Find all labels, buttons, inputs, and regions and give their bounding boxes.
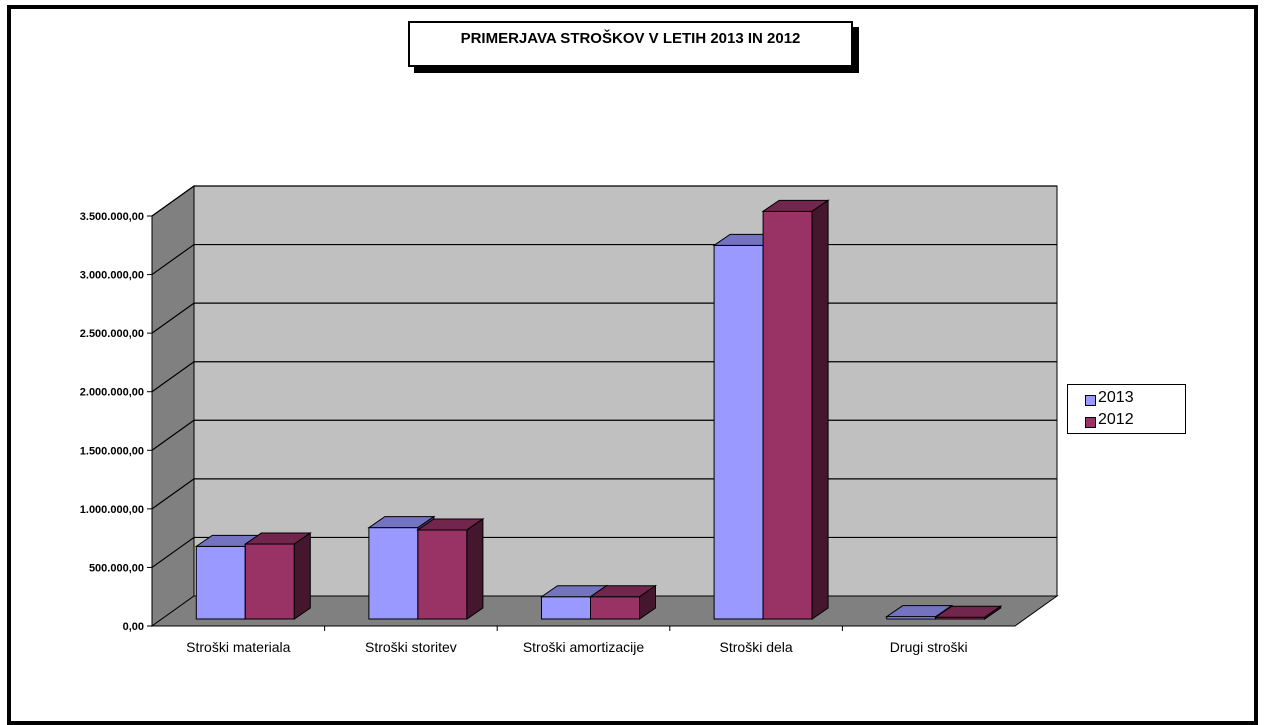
x-tick-label: Stroški dela	[720, 639, 793, 655]
y-tick-label: 0,00	[123, 621, 144, 633]
bar-2012-4	[934, 605, 1003, 620]
y-tick-label: 2.000.000,00	[80, 387, 144, 399]
y-axis-ticks: 0,00 500.000,00 1.000.000,00 1.500.000,00 2.…	[80, 211, 1015, 633]
x-tick-label: Stroški amortizacije	[523, 639, 645, 655]
legend-label-2012: 2012	[1098, 411, 1134, 428]
y-tick-label: 500.000,00	[89, 562, 144, 574]
bar-side	[466, 518, 484, 620]
back-wall	[193, 185, 1058, 597]
bar-side	[984, 605, 1002, 620]
bar-side	[811, 199, 829, 620]
bar-front	[368, 527, 419, 620]
bars	[194, 199, 1003, 620]
bar-side	[639, 584, 656, 620]
bar-front	[417, 529, 468, 620]
bar-front	[195, 545, 246, 620]
chart-title: PRIMERJAVA STROŠKOV V LETIH 2013 IN 2012	[460, 30, 801, 47]
y-tick-label: 1.000.000,00	[80, 504, 144, 516]
bar-side	[293, 532, 311, 620]
bar-2012-2	[588, 584, 658, 620]
gridline	[151, 185, 1057, 217]
x-tick-label: Stroški materiala	[186, 639, 290, 655]
x-axis-ticks: Stroški materiala Stroški storitev Stroški…	[186, 626, 968, 655]
bar-front	[762, 210, 813, 620]
x-tick-label: Stroški storitev	[365, 639, 457, 655]
bar-2012-1	[416, 518, 485, 620]
y-tick-label: 3.000.000,00	[80, 270, 144, 282]
bar-front	[541, 596, 591, 620]
side-wall	[151, 185, 195, 627]
chart-title-box: PRIMERJAVA STROŠKOV V LETIH 2013 IN 2012	[408, 21, 853, 67]
legend-label-2013: 2013	[1098, 389, 1134, 406]
legend: 2013 2012	[1067, 384, 1186, 434]
bar-2012-0	[243, 532, 312, 620]
y-tick-label: 1.500.000,00	[80, 445, 144, 457]
bar-front	[244, 543, 295, 620]
x-tick-label: Drugi stroški	[890, 639, 968, 655]
y-tick-label: 3.500.000,00	[80, 211, 144, 223]
bar-front	[590, 596, 640, 620]
legend-swatch-2013	[1085, 395, 1096, 406]
y-tick-label: 2.500.000,00	[80, 328, 144, 340]
bar-2012-3	[761, 199, 830, 620]
bar-front	[713, 244, 764, 620]
legend-swatch-2012	[1085, 417, 1096, 428]
